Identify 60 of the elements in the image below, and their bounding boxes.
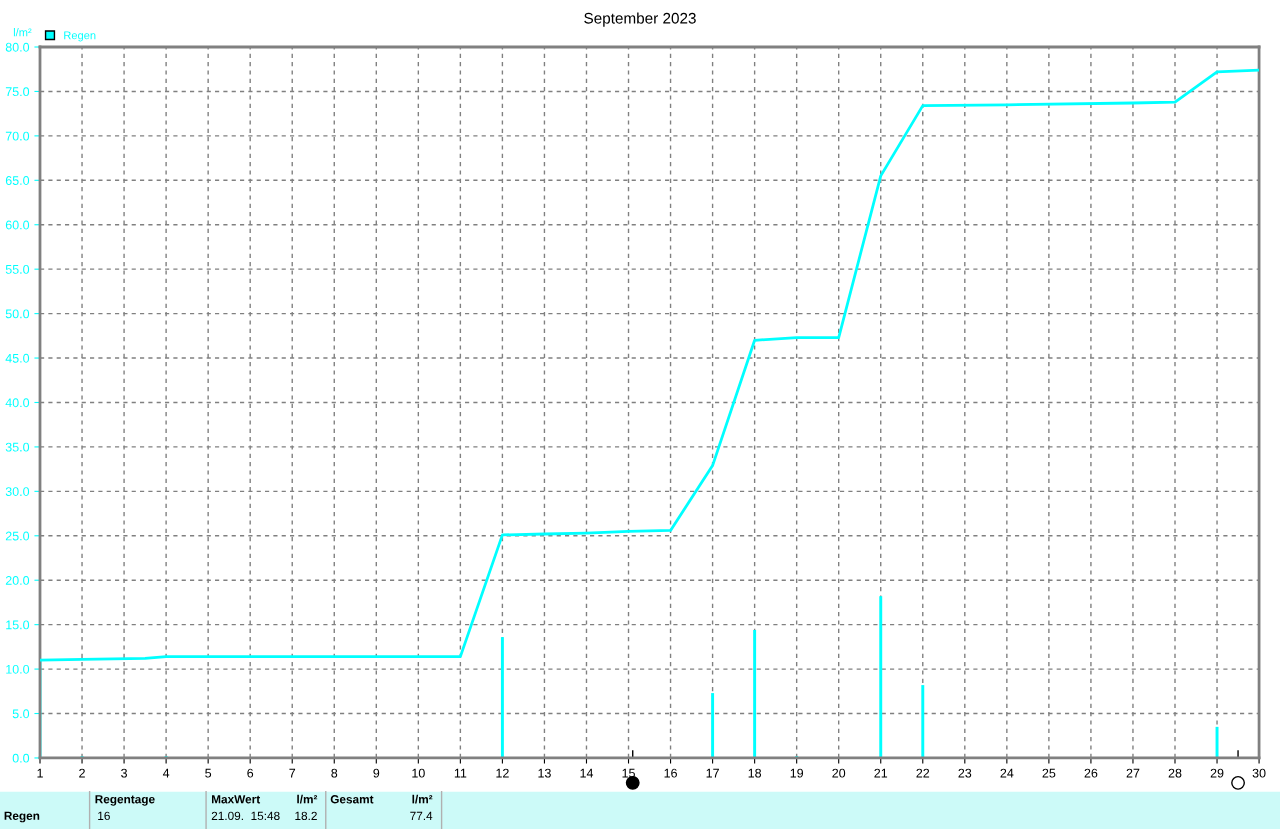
x-tick-label: 26 — [1084, 768, 1098, 778]
x-tick-label: 30 — [1252, 768, 1266, 778]
x-tick-label: 10 — [412, 768, 425, 778]
x-tick-label: 22 — [916, 768, 930, 778]
x-tick-label: 1 — [37, 768, 43, 778]
text: 77.4 — [410, 811, 433, 820]
x-tick-label: 12 — [496, 768, 509, 778]
y-tick-label: 40.0 — [5, 398, 30, 408]
x-tick-label: 7 — [289, 768, 296, 778]
text: 18.2 — [295, 811, 317, 821]
text: MaxWert — [211, 795, 261, 804]
x-tick-label: 18 — [748, 768, 762, 778]
text: 16 — [98, 811, 110, 821]
y-tick-label: 65.0 — [5, 176, 30, 185]
x-tick-label: 28 — [1168, 768, 1182, 778]
x-tick-label: 15 — [622, 768, 635, 778]
x-tick-label: 3 — [121, 768, 127, 778]
x-tick-label: 23 — [958, 768, 972, 778]
legend-label: Regen — [64, 31, 96, 42]
text: Regentage — [95, 795, 155, 806]
x-tick-label: 6 — [247, 768, 254, 778]
y-tick-label: 0.0 — [12, 753, 30, 763]
y-tick-label: 45.0 — [5, 353, 30, 363]
y-tick-label: 10.0 — [6, 664, 30, 674]
y-tick-label: 75.0 — [5, 87, 30, 97]
x-tick-label: 25 — [1042, 768, 1056, 778]
x-tick-label: 4 — [162, 768, 170, 778]
y-tick-label: 25.0 — [5, 531, 30, 541]
y-axis-title: l/m² — [13, 28, 32, 37]
text: 21.09. 15:48 — [211, 811, 280, 821]
x-tick-label: 5 — [205, 768, 212, 778]
x-tick-label: 19 — [790, 768, 804, 778]
text: l/m² — [412, 794, 433, 804]
x-tick-label: 27 — [1126, 768, 1140, 778]
y-tick-label: 5.0 — [12, 709, 30, 719]
x-tick-label: 17 — [706, 768, 719, 778]
x-tick-label: 8 — [331, 768, 338, 778]
text: Regen — [4, 811, 40, 823]
x-tick-label: 14 — [580, 768, 594, 778]
text: l/m² — [297, 794, 318, 804]
x-tick-label: 13 — [538, 768, 551, 778]
y-tick-label: 70.0 — [5, 131, 30, 141]
x-tick-label: 21 — [874, 768, 888, 778]
x-tick-label: 11 — [454, 768, 467, 778]
chart-title: September 2023 — [584, 12, 696, 27]
y-tick-label: 60.0 — [5, 220, 30, 230]
x-tick-label: 24 — [1000, 768, 1014, 778]
y-tick-label: 30.0 — [5, 487, 30, 496]
x-tick-label: 16 — [664, 768, 677, 778]
y-tick-label: 15.0 — [6, 620, 30, 630]
x-tick-label: 20 — [832, 768, 846, 778]
x-tick-label: 29 — [1210, 768, 1224, 778]
y-tick-label: 55.0 — [5, 264, 30, 274]
y-tick-label: 80.0 — [5, 42, 30, 52]
x-tick-label: 2 — [79, 768, 85, 778]
x-tick-label: 9 — [373, 768, 380, 778]
y-tick-label: 20.0 — [5, 576, 30, 585]
text: Gesamt — [330, 795, 374, 804]
y-tick-label: 50.0 — [5, 309, 30, 319]
y-tick-label: 35.0 — [5, 442, 30, 452]
